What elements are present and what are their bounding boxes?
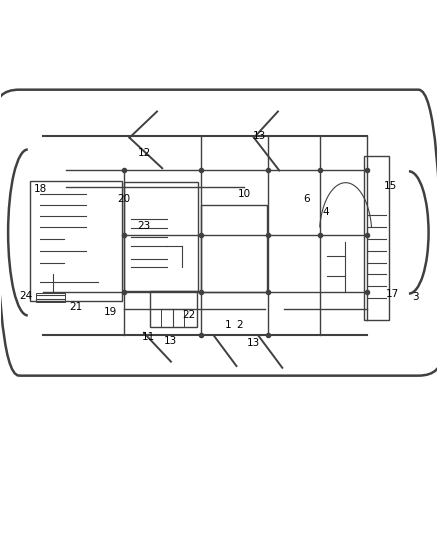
Bar: [124, 182, 198, 290]
Text: 6: 6: [303, 194, 310, 204]
Text: 24: 24: [19, 291, 33, 301]
Text: 19: 19: [104, 308, 117, 317]
Text: 10: 10: [238, 189, 251, 199]
Bar: [36, 293, 65, 302]
Text: 1: 1: [224, 320, 231, 330]
Text: 15: 15: [384, 181, 397, 191]
Text: 23: 23: [137, 221, 151, 231]
Text: 2: 2: [237, 320, 243, 330]
Text: 17: 17: [386, 288, 399, 298]
Text: 13: 13: [247, 338, 260, 348]
Bar: [150, 290, 197, 327]
Text: 3: 3: [412, 292, 419, 302]
Text: 20: 20: [117, 194, 131, 204]
Bar: [364, 156, 389, 320]
Bar: [201, 205, 267, 292]
Text: 22: 22: [183, 310, 196, 319]
Text: 13: 13: [253, 131, 266, 141]
Text: 13: 13: [163, 336, 177, 346]
Text: 4: 4: [323, 207, 329, 217]
Text: 12: 12: [138, 148, 152, 158]
Text: 18: 18: [34, 184, 47, 194]
Bar: [161, 309, 184, 327]
Text: 11: 11: [141, 332, 155, 342]
Bar: [30, 181, 122, 302]
Text: 21: 21: [69, 302, 82, 312]
